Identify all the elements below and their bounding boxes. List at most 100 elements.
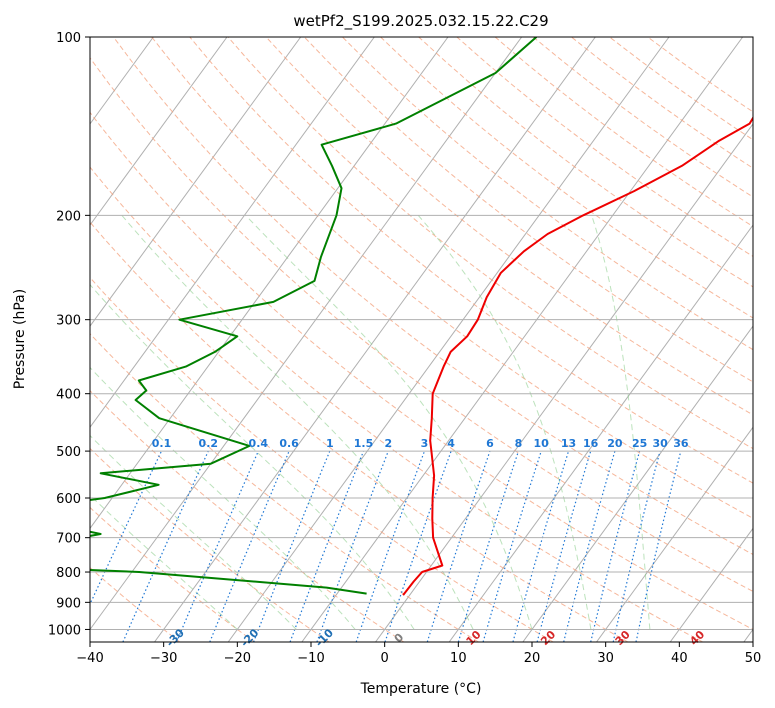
y-tick-label: 400 bbox=[56, 388, 81, 403]
mixing-ratio-line bbox=[612, 450, 661, 642]
mixing-ratio-label: 2 bbox=[384, 437, 392, 450]
isotherm-line bbox=[669, 527, 753, 642]
dry-adiabat-line bbox=[90, 567, 181, 642]
mixing-ratio-line bbox=[457, 450, 520, 642]
mixing-ratio-label: 0.1 bbox=[152, 437, 172, 450]
y-tick-label: 900 bbox=[56, 596, 81, 611]
dry-adiabat-line bbox=[90, 166, 703, 642]
dry-adiabat-line bbox=[90, 111, 753, 630]
pressure-gridlines bbox=[90, 37, 753, 630]
y-tick-label: 700 bbox=[56, 532, 81, 547]
dry-adiabat-line bbox=[189, 37, 753, 484]
dry-adiabat-line bbox=[342, 37, 753, 351]
isotherm-line bbox=[0, 37, 6, 642]
x-tick-label: −40 bbox=[76, 651, 103, 666]
dry-adiabat-line bbox=[90, 506, 255, 642]
mixing-ratio-line bbox=[512, 450, 570, 642]
mixing-ratio-label: 0.4 bbox=[249, 437, 269, 450]
mixing-ratio-line bbox=[635, 450, 682, 642]
mixing-ratio-label: 6 bbox=[486, 437, 494, 450]
isotherm-line bbox=[227, 37, 670, 642]
chart-title: wetPf2_S199.2025.032.15.22.C29 bbox=[293, 12, 548, 31]
mixing-ratio-label: 8 bbox=[515, 437, 523, 450]
dry-adiabat-label: 0 bbox=[392, 630, 407, 645]
isotherm-line bbox=[596, 426, 753, 642]
x-tick-label: 10 bbox=[450, 651, 467, 666]
x-tick-label: 50 bbox=[745, 651, 762, 666]
y-tick-label: 300 bbox=[56, 314, 81, 329]
sounding-profiles bbox=[90, 37, 753, 596]
dry-adiabat-label: 40 bbox=[687, 628, 707, 648]
y-axis-label: Pressure (hPa) bbox=[12, 289, 28, 389]
x-tick-label: 0 bbox=[381, 651, 389, 666]
mixing-ratio-line bbox=[590, 450, 641, 642]
dry-adiabat-label: 10 bbox=[464, 628, 484, 648]
x-tick-label: 20 bbox=[524, 651, 541, 666]
mixing-ratio-line bbox=[289, 450, 365, 642]
mixing-ratio-line bbox=[482, 450, 542, 642]
mixing-ratio-label: 30 bbox=[652, 437, 668, 450]
mixing-ratio-label: 25 bbox=[632, 437, 647, 450]
isotherm-line bbox=[522, 325, 753, 642]
x-tick-label: −10 bbox=[297, 651, 324, 666]
mixing-ratio-line bbox=[122, 450, 209, 642]
dry-adiabat-line bbox=[571, 37, 753, 169]
mixing-ratio-label: 20 bbox=[607, 437, 623, 450]
temperature-profile-line bbox=[402, 116, 753, 596]
dry-adiabat-line bbox=[151, 37, 753, 519]
dry-adiabat-line bbox=[227, 37, 753, 450]
mixing-ratio-label: 0.2 bbox=[199, 437, 219, 450]
y-tick-label: 600 bbox=[56, 492, 81, 507]
mixing-ratio-label: 4 bbox=[447, 437, 455, 450]
mixing-ratio-label: 10 bbox=[534, 437, 550, 450]
y-tick-label: 800 bbox=[56, 566, 81, 581]
dry-adiabat-line bbox=[90, 447, 330, 642]
dry-adiabat-line bbox=[90, 221, 629, 642]
isotherm-line bbox=[375, 123, 753, 642]
mixing-ratio-label: 1 bbox=[326, 437, 334, 450]
mixing-ratio-line bbox=[355, 450, 426, 642]
x-tick-label: 30 bbox=[597, 651, 614, 666]
mixing-ratio-line bbox=[536, 450, 592, 642]
isotherm-line bbox=[154, 37, 596, 642]
mixing-ratio-line bbox=[176, 450, 259, 642]
x-tick-label: −20 bbox=[224, 651, 251, 666]
dry-adiabat-label: 20 bbox=[538, 628, 558, 648]
moist-adiabat-line bbox=[90, 494, 238, 630]
x-tick-label: 40 bbox=[671, 651, 688, 666]
y-tick-label: 500 bbox=[56, 445, 81, 460]
dry-adiabat-line bbox=[303, 37, 753, 383]
dry-adiabat-line bbox=[647, 37, 753, 113]
y-tick-label: 100 bbox=[56, 31, 81, 46]
isotherm-line bbox=[743, 628, 753, 642]
mixing-ratio-label: 13 bbox=[561, 437, 576, 450]
mixing-ratio-line bbox=[563, 450, 616, 642]
x-axis-ticks: −40 −30 −20 −10 0 10 20 30 40 50 bbox=[76, 642, 761, 666]
y-axis-ticks: 100 200 300 400 500 600 700 800 900 1000 bbox=[48, 31, 90, 638]
moist-adiabat-line bbox=[90, 434, 297, 630]
isotherm-line bbox=[448, 224, 753, 642]
isotherm-line bbox=[90, 37, 302, 327]
plot-frame bbox=[89, 36, 754, 643]
mixing-ratio-label: 16 bbox=[583, 437, 599, 450]
mixing-ratio-line bbox=[209, 450, 290, 642]
mixing-ratio-line bbox=[253, 450, 331, 642]
mixing-ratio-line bbox=[90, 450, 163, 606]
dry-adiabat-line bbox=[90, 276, 554, 642]
mixing-ratio-line bbox=[384, 450, 452, 642]
isotherm-line bbox=[90, 37, 375, 429]
dry-adiabat-line bbox=[90, 389, 405, 642]
isotherm-line bbox=[90, 37, 523, 631]
dry-adiabat-line bbox=[418, 37, 753, 288]
mixing-ratio-line bbox=[426, 450, 491, 642]
x-axis-label: Temperature (°C) bbox=[360, 681, 482, 697]
isotherm-line bbox=[90, 37, 228, 226]
dry-adiabat-line bbox=[532, 37, 753, 198]
moist-adiabat-line bbox=[417, 214, 592, 630]
x-tick-label: −30 bbox=[150, 651, 177, 666]
mixing-ratio-label: 36 bbox=[673, 437, 689, 450]
dry-adiabat-line bbox=[494, 37, 753, 228]
mixing-ratio-label: 1.5 bbox=[354, 437, 374, 450]
background-lines bbox=[0, 37, 753, 642]
